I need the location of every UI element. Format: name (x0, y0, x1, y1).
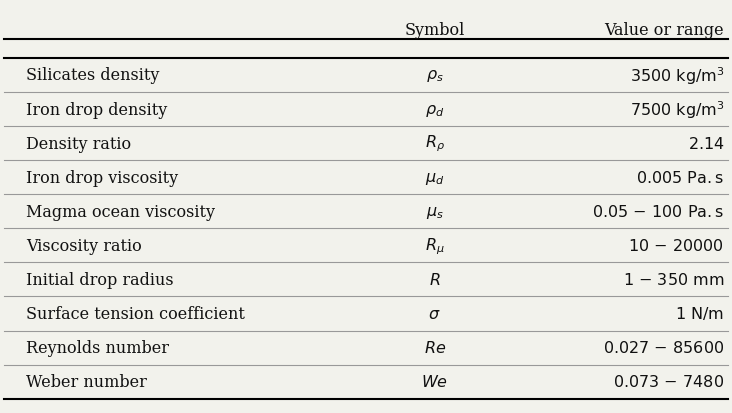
Text: $We$: $We$ (422, 373, 448, 390)
Text: Reynolds number: Reynolds number (26, 339, 169, 356)
Text: Magma ocean viscosity: Magma ocean viscosity (26, 203, 215, 220)
Text: $\mu_d$: $\mu_d$ (425, 169, 444, 186)
Text: $\sigma$: $\sigma$ (428, 305, 441, 322)
Text: Iron drop density: Iron drop density (26, 101, 167, 118)
Text: $Re$: $Re$ (424, 339, 446, 356)
Text: $7500\ \mathrm{kg/m}^3$: $7500\ \mathrm{kg/m}^3$ (630, 99, 724, 121)
Text: $R_\rho$: $R_\rho$ (425, 133, 445, 154)
Text: Viscosity ratio: Viscosity ratio (26, 237, 141, 254)
Text: Symbol: Symbol (405, 22, 465, 39)
Text: $2.14$: $2.14$ (687, 135, 724, 152)
Text: $3500\ \mathrm{kg/m}^3$: $3500\ \mathrm{kg/m}^3$ (630, 65, 724, 87)
Text: Silicates density: Silicates density (26, 67, 160, 84)
Text: $\rho_s$: $\rho_s$ (426, 67, 444, 84)
Text: $\mu_s$: $\mu_s$ (426, 203, 444, 220)
Text: $R$: $R$ (429, 271, 441, 288)
Text: Initial drop radius: Initial drop radius (26, 271, 173, 288)
Text: Weber number: Weber number (26, 373, 146, 390)
Text: $1\ \mathrm{N/m}$: $1\ \mathrm{N/m}$ (675, 305, 724, 322)
Text: $10\ \mathrm{-}\ 20000$: $10\ \mathrm{-}\ 20000$ (628, 237, 724, 254)
Text: $0.027\ \mathrm{-}\ 85600$: $0.027\ \mathrm{-}\ 85600$ (603, 339, 724, 356)
Text: $R_\mu$: $R_\mu$ (425, 235, 444, 256)
Text: $\rho_d$: $\rho_d$ (425, 101, 444, 118)
Text: $0.005\ \mathrm{Pa.s}$: $0.005\ \mathrm{Pa.s}$ (636, 169, 724, 186)
Text: Iron drop viscosity: Iron drop viscosity (26, 169, 178, 186)
Text: Density ratio: Density ratio (26, 135, 131, 152)
Text: Value or range: Value or range (605, 22, 724, 39)
Text: $0.05\ \mathrm{-}\ 100\ \mathrm{Pa.s}$: $0.05\ \mathrm{-}\ 100\ \mathrm{Pa.s}$ (592, 203, 724, 220)
Text: $1\ \mathrm{-}\ 350\ \mathrm{mm}$: $1\ \mathrm{-}\ 350\ \mathrm{mm}$ (623, 271, 724, 288)
Text: $0.073\ \mathrm{-}\ 7480$: $0.073\ \mathrm{-}\ 7480$ (613, 373, 724, 390)
Text: Surface tension coefficient: Surface tension coefficient (26, 305, 244, 322)
